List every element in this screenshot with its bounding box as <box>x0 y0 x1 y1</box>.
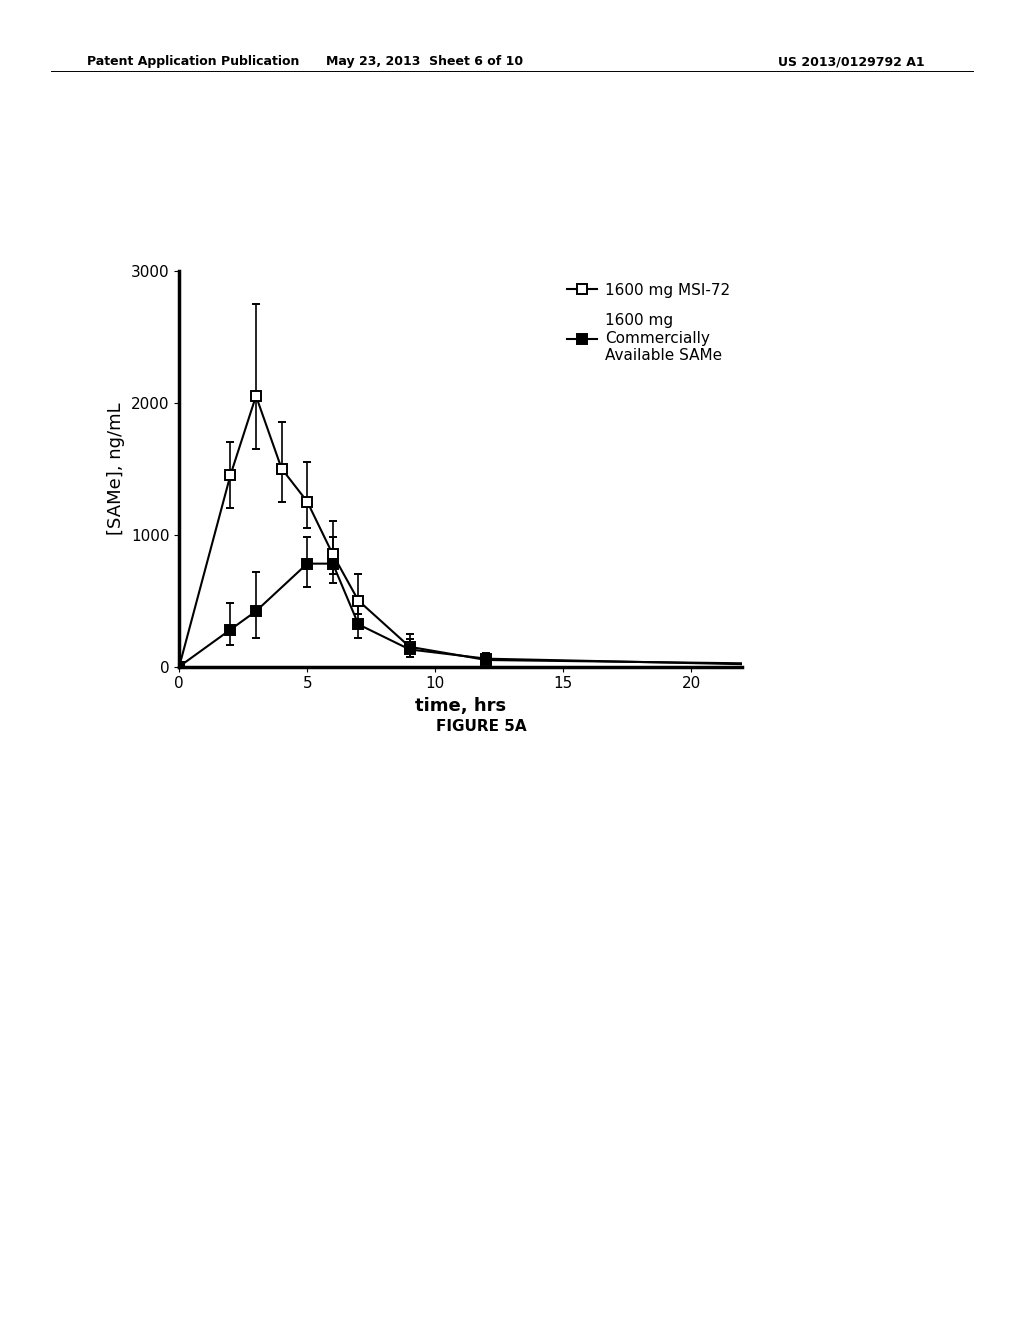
Text: Patent Application Publication: Patent Application Publication <box>87 55 299 69</box>
X-axis label: time, hrs: time, hrs <box>416 697 506 715</box>
Text: US 2013/0129792 A1: US 2013/0129792 A1 <box>778 55 925 69</box>
Legend: 1600 mg MSI-72, 1600 mg
Commercially
Available SAMe: 1600 mg MSI-72, 1600 mg Commercially Ava… <box>562 279 735 367</box>
Text: FIGURE 5A: FIGURE 5A <box>436 719 526 734</box>
Y-axis label: [SAMe], ng/mL: [SAMe], ng/mL <box>108 403 125 535</box>
Text: May 23, 2013  Sheet 6 of 10: May 23, 2013 Sheet 6 of 10 <box>327 55 523 69</box>
